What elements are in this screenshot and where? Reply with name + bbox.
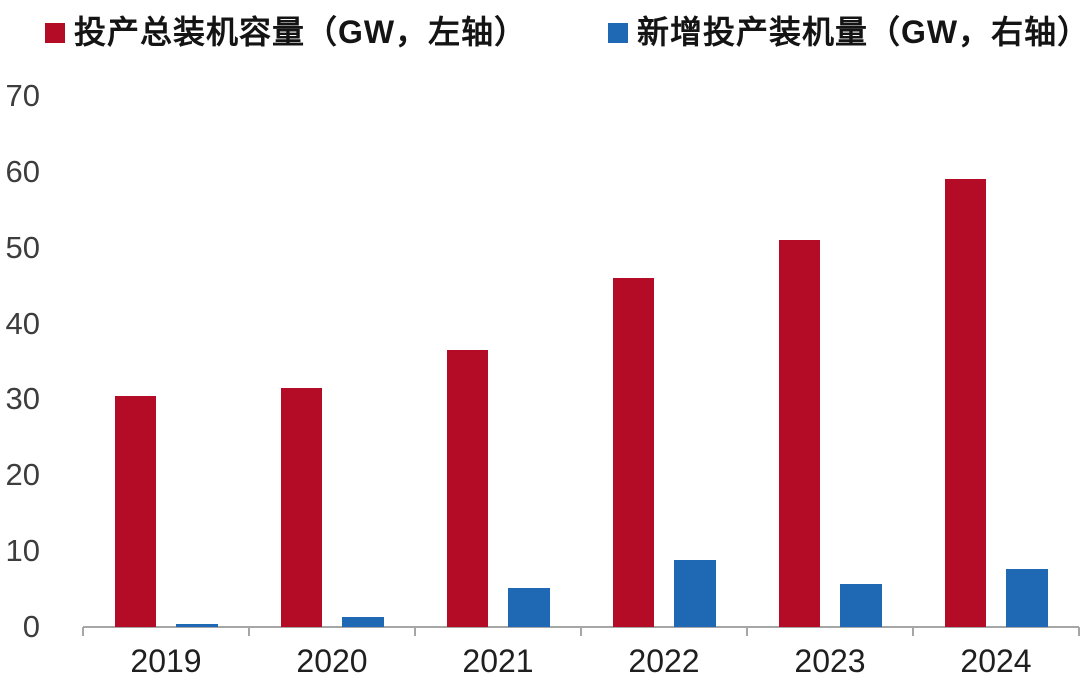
bar-total-capacity-2024: [945, 179, 986, 627]
y-axis-label-60: 60: [5, 153, 40, 189]
y-axis-label-30: 30: [5, 381, 40, 417]
x-axis-label-2020: 2020: [296, 643, 368, 679]
x-axis-label-2022: 2022: [628, 643, 700, 679]
y-axis-label-20: 20: [5, 457, 40, 493]
legend-item-total-capacity: 投产总装机容量（GW，左轴）: [45, 12, 527, 52]
x-axis-label-2021: 2021: [462, 643, 534, 679]
bar-new-capacity-2019: [176, 623, 218, 627]
bar-total-capacity-2022: [613, 278, 654, 627]
y-axis-label-50: 50: [5, 229, 40, 265]
x-axis-label-2024: 2024: [960, 643, 1032, 679]
x-axis-tick: [414, 627, 416, 636]
x-axis-tick: [912, 627, 914, 636]
bar-total-capacity-2020: [281, 388, 322, 627]
x-axis-tick: [248, 627, 250, 636]
x-axis-tick: [82, 627, 84, 636]
x-axis-label-2023: 2023: [794, 643, 866, 679]
bar-total-capacity-2021: [447, 350, 488, 627]
legend-label-total-capacity: 投产总装机容量（GW，左轴）: [74, 14, 528, 50]
bar-total-capacity-2023: [779, 240, 820, 627]
legend-swatch-blue: [608, 23, 628, 43]
bar-total-capacity-2019: [115, 395, 156, 627]
legend-item-new-capacity: 新增投产装机量（GW，右轴）: [608, 12, 1080, 52]
legend-label-new-capacity: 新增投产装机量（GW，右轴）: [637, 14, 1080, 50]
x-axis-label-2019: 2019: [130, 643, 202, 679]
bar-new-capacity-2020: [342, 617, 384, 627]
bar-new-capacity-2021: [508, 587, 550, 627]
x-axis-tick: [1078, 627, 1080, 636]
y-axis-label-0: 0: [22, 609, 40, 644]
y-axis-label-70: 70: [5, 78, 40, 113]
bar-new-capacity-2022: [674, 560, 716, 627]
x-axis-tick: [580, 627, 582, 636]
x-axis-tick: [746, 627, 748, 636]
y-axis-label-10: 10: [5, 533, 40, 569]
legend-swatch-red: [45, 23, 65, 43]
bar-new-capacity-2023: [840, 583, 882, 627]
bar-new-capacity-2024: [1006, 568, 1048, 627]
y-axis-label-40: 40: [5, 305, 40, 341]
